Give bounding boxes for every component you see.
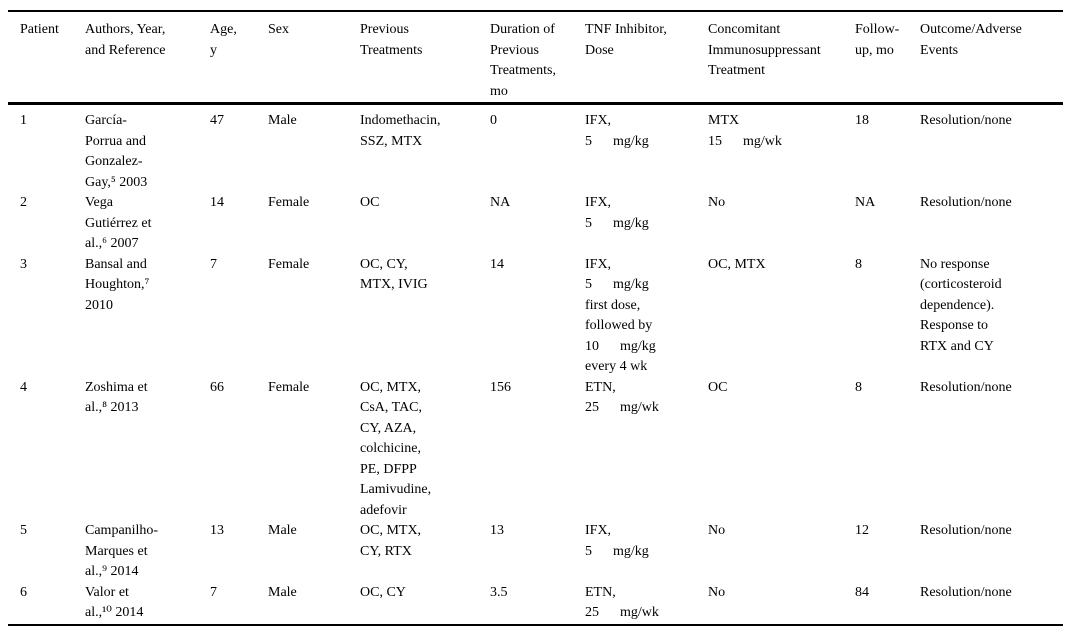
cell-patient: 5	[20, 523, 27, 538]
table-row: 3 Bansal and Houghton,⁷ 2010 7 Female OC…	[8, 255, 1063, 378]
cell-authors: García- Porrua and Gonzalez- Gay,⁵ 2003	[85, 113, 148, 190]
table-body: 1 García- Porrua and Gonzalez- Gay,⁵ 200…	[8, 104, 1063, 625]
cell-duration: NA	[490, 195, 511, 210]
cell-patient: 3	[20, 256, 27, 272]
cell-follow-up: 84	[855, 584, 869, 600]
cell-age: 47	[210, 113, 224, 128]
cell-concomitant: OC, MTX	[708, 256, 766, 272]
cell-patient: 6	[20, 584, 27, 600]
patients-table: Patient Authors, Year, and Reference Age…	[8, 10, 1063, 626]
cell-sex: Female	[268, 256, 310, 272]
cell-tnf-inhibitor: ETN, 25 mg/wk	[585, 379, 659, 416]
column-header-follow-up: Follow- up, mo	[855, 11, 920, 105]
cell-concomitant: No	[708, 584, 726, 600]
cell-outcome: Resolution/none	[920, 523, 1012, 538]
table-row: 2 Vega Gutiérrez et al.,⁶ 2007 14 Female…	[8, 193, 1063, 255]
column-header-concomitant: Concomitant Immunosuppressant Treatment	[708, 11, 855, 105]
cell-patient: 4	[20, 379, 27, 395]
column-header-patient: Patient	[8, 11, 85, 105]
cell-duration: 0	[490, 113, 497, 128]
column-header-age: Age, y	[210, 11, 268, 105]
cell-previous-treatments: OC, CY	[360, 584, 406, 600]
cell-tnf-inhibitor: IFX, 5 mg/kg first dose, followed by 10 …	[585, 256, 656, 375]
cell-patient: 1	[20, 113, 27, 128]
column-header-outcome: Outcome/Adverse Events	[920, 11, 1063, 105]
cell-sex: Male	[268, 113, 297, 128]
cell-authors: Campanilho- Marques et al.,⁹ 2014	[85, 523, 159, 579]
cell-age: 7	[210, 584, 217, 600]
cell-previous-treatments: OC	[360, 195, 380, 210]
cell-follow-up: 8	[855, 256, 862, 272]
cell-tnf-inhibitor: IFX, 5 mg/kg	[585, 113, 649, 149]
cell-authors: Vega Gutiérrez et al.,⁶ 2007	[85, 195, 152, 251]
cell-duration: 3.5	[490, 584, 508, 600]
cell-authors: Zoshima et al.,⁸ 2013	[85, 379, 148, 416]
cell-previous-treatments: OC, MTX, CY, RTX	[360, 523, 422, 559]
column-header-duration: Duration of Previous Treatments, mo	[490, 11, 585, 105]
cell-sex: Male	[268, 584, 297, 600]
cell-duration: 13	[490, 523, 504, 538]
cell-age: 7	[210, 256, 217, 272]
column-header-sex: Sex	[268, 11, 360, 105]
cell-outcome: Resolution/none	[920, 379, 1012, 395]
cell-age: 13	[210, 523, 224, 538]
column-header-tnf-inhibitor: TNF Inhibitor, Dose	[585, 11, 708, 105]
cell-follow-up: 8	[855, 379, 862, 395]
cell-outcome: Resolution/none	[920, 113, 1012, 128]
cell-concomitant: MTX 15 mg/wk	[708, 113, 782, 149]
cell-duration: 14	[490, 256, 504, 272]
cell-previous-treatments: OC, MTX, CsA, TAC, CY, AZA, colchicine, …	[360, 379, 432, 518]
cell-previous-treatments: OC, CY, MTX, IVIG	[360, 256, 428, 293]
table-row: 4 Zoshima et al.,⁸ 2013 66 Female OC, MT…	[8, 378, 1063, 522]
document-page: Patient Authors, Year, and Reference Age…	[0, 10, 1072, 633]
column-header-previous-treatments: Previous Treatments	[360, 11, 490, 105]
cell-tnf-inhibitor: IFX, 5 mg/kg	[585, 195, 649, 231]
cell-age: 66	[210, 379, 224, 395]
cell-duration: 156	[490, 379, 511, 395]
cell-authors: Bansal and Houghton,⁷ 2010	[85, 256, 150, 313]
cell-sex: Male	[268, 523, 297, 538]
table-row: 5 Campanilho- Marques et al.,⁹ 2014 13 M…	[8, 521, 1063, 583]
cell-patient: 2	[20, 195, 27, 210]
cell-concomitant: No	[708, 195, 726, 210]
table-header: Patient Authors, Year, and Reference Age…	[8, 11, 1063, 105]
cell-tnf-inhibitor: IFX, 5 mg/kg	[585, 523, 649, 559]
cell-follow-up: 18	[855, 113, 869, 128]
cell-outcome: Resolution/none	[920, 584, 1012, 600]
cell-outcome: Resolution/none	[920, 195, 1012, 210]
cell-tnf-inhibitor: ETN, 25 mg/wk	[585, 584, 659, 621]
cell-follow-up: NA	[855, 195, 876, 210]
table-row: 1 García- Porrua and Gonzalez- Gay,⁵ 200…	[8, 104, 1063, 194]
cell-outcome: No response (corticosteroid dependence).…	[920, 256, 1002, 354]
cell-previous-treatments: Indomethacin, SSZ, MTX	[360, 113, 441, 149]
cell-age: 14	[210, 195, 224, 210]
column-header-authors: Authors, Year, and Reference	[85, 11, 210, 105]
cell-sex: Female	[268, 195, 310, 210]
cell-follow-up: 12	[855, 523, 869, 538]
cell-concomitant: No	[708, 523, 726, 538]
cell-sex: Female	[268, 379, 310, 395]
table-row: 6 Valor et al.,¹⁰ 2014 7 Male OC, CY 3.5…	[8, 583, 1063, 625]
cell-authors: Valor et al.,¹⁰ 2014	[85, 584, 144, 621]
cell-concomitant: OC	[708, 379, 728, 395]
header-row: Patient Authors, Year, and Reference Age…	[8, 11, 1063, 105]
